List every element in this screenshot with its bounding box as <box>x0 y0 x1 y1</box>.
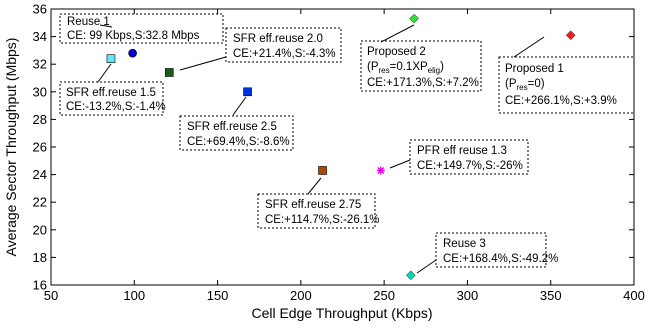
annotation-line-1: Proposed 2 <box>367 46 426 58</box>
data-point <box>106 54 116 63</box>
x-tick-label: 250 <box>373 288 395 303</box>
annotation-proposed-1: Proposed 1 (Pres=0) CE:+266.1%,S:+3.9% <box>498 36 635 114</box>
annotation-line-3: CE:+266.1%,S:+3.9% <box>505 95 617 107</box>
x-tick-label: 350 <box>540 288 562 303</box>
y-tick-label: 26 <box>33 140 47 155</box>
annotation-line-2: (Pres=0.1XPelig) <box>367 61 444 75</box>
y-tick-label: 28 <box>33 112 47 127</box>
annotation-line-2: CE:+149.7%,S:-26% <box>417 160 523 172</box>
annotation-box <box>435 232 547 268</box>
x-tick-label: 300 <box>457 288 479 303</box>
data-point <box>243 87 252 97</box>
annotation-line-1: Proposed 1 <box>505 63 564 75</box>
annotation-proposed-2: Proposed 2 (Pres=0.1XPelig) CE:+171.3%,S… <box>360 24 482 92</box>
annotation-arrow <box>380 24 415 43</box>
annotation-arrow <box>513 36 545 58</box>
x-tick-label: 200 <box>290 288 312 303</box>
annotation-box <box>257 193 376 229</box>
annotation-sfr-2-5: SFR eff.reuse 2.5 CE:+69.4%,S:-8.6% <box>179 96 294 151</box>
data-point <box>376 166 385 175</box>
annotation-line-1: SFR eff.reuse 2.0 <box>233 33 323 45</box>
annotation-box <box>59 13 224 44</box>
annotation-reuse-1: Reuse 1 CE: 99 Kbps,S:32.8 Mbps <box>59 13 224 44</box>
axis-ticks: 50 100 150 200 250 300 350 400 16 18 20 22 24 26 28 30 3… <box>33 2 645 304</box>
annotation-line-2: CE:+21.4%,S:-4.3% <box>233 48 336 60</box>
annotation-sfr-2-0: SFR eff.reuse 2.0 CE:+21.4%,S:-4.3% <box>179 27 342 71</box>
annotation-arrow <box>97 63 112 83</box>
annotation-line-1: SFR eff.reuse 1.5 <box>66 87 156 99</box>
annotation-box <box>59 81 164 116</box>
data-point <box>128 48 137 58</box>
data-point <box>565 30 576 41</box>
annotation-line-2: CE: 99 Kbps,S:32.8 Mbps <box>67 30 200 42</box>
annotation-line-3: CE:+171.3%,S:+7.2% <box>367 77 479 89</box>
y-axis-label: Average Sector Throughput (Mbps) <box>3 38 19 257</box>
y-tick-label: 24 <box>33 167 47 182</box>
annotation-line-2: CE:+114.7%,S:-26.1% <box>265 214 380 226</box>
annotation-arrow <box>179 56 227 71</box>
data-points <box>106 13 576 281</box>
annotation-line-2: (Pres=0) <box>505 78 545 92</box>
data-point <box>405 270 416 281</box>
annotation-arrow <box>389 159 411 169</box>
annotation-box <box>360 40 482 92</box>
y-tick-label: 16 <box>33 278 47 293</box>
x-axis-label: Cell Edge Throughput (Kbps) <box>251 305 432 321</box>
annotation-arrow <box>307 177 322 195</box>
annotation-line-1: SFR eff.reuse 2.5 <box>187 121 277 133</box>
annotations: Reuse 1 CE: 99 Kbps,S:32.8 Mbps SFR eff.… <box>59 13 635 274</box>
annotation-box <box>409 139 529 175</box>
y-tick-label: 32 <box>33 57 47 72</box>
annotation-sfr-1-5: SFR eff.reuse 1.5 CE:-13.2%,S:-1.4% <box>59 63 166 116</box>
annotation-line-1: SFR eff.reuse 2.75 <box>265 199 361 211</box>
y-tick-label: 22 <box>33 195 47 210</box>
annotation-line-2: CE:-13.2%,S:-1.4% <box>66 101 166 113</box>
x-tick-label: 400 <box>623 288 645 303</box>
annotation-box <box>225 27 342 63</box>
annotation-pfr-1-3: PFR eff reuse 1.3 CE:+149.7%,S:-26% <box>389 139 529 175</box>
x-tick-label: 150 <box>207 288 229 303</box>
annotation-sfr-2-75: SFR eff.reuse 2.75 CE:+114.7%,S:-26.1% <box>257 177 380 229</box>
annotation-arrow <box>416 259 437 274</box>
y-tick-label: 18 <box>33 250 47 265</box>
data-point <box>409 13 419 24</box>
annotation-box <box>498 56 635 114</box>
annotation-line-1: PFR eff reuse 1.3 <box>417 145 507 157</box>
annotation-arrow <box>99 24 113 28</box>
x-tick-label: 100 <box>123 288 145 303</box>
plot-frame <box>50 8 635 286</box>
annotation-line-1: Reuse 3 <box>443 238 486 250</box>
y-tick-label: 34 <box>33 29 47 44</box>
annotation-box <box>179 115 294 151</box>
y-tick-label: 36 <box>33 2 47 17</box>
data-point <box>318 166 327 175</box>
data-point <box>164 68 174 77</box>
annotation-line-1: Reuse 1 <box>67 16 110 28</box>
annotation-line-2: CE:+168.4%,S:-49.2% <box>443 253 558 265</box>
y-tick-label: 20 <box>33 222 47 237</box>
annotation-reuse-3: Reuse 3 CE:+168.4%,S:-49.2% <box>416 232 558 274</box>
annotation-arrow <box>232 96 247 116</box>
annotation-line-2: CE:+69.4%,S:-8.6% <box>187 136 290 148</box>
y-tick-label: 30 <box>33 84 47 99</box>
x-tick-label: 50 <box>44 288 58 303</box>
